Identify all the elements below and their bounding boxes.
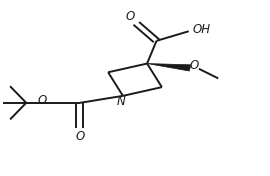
- Text: O: O: [126, 10, 135, 23]
- Text: O: O: [37, 94, 46, 107]
- Text: O: O: [75, 130, 85, 143]
- Text: OH: OH: [193, 23, 211, 36]
- Polygon shape: [147, 64, 191, 71]
- Text: O: O: [190, 59, 199, 73]
- Text: N: N: [116, 95, 125, 108]
